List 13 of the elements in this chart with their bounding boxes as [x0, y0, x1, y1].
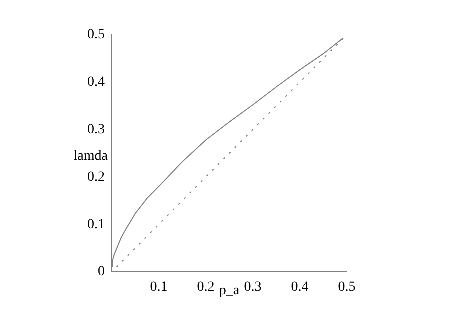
- y-axis-title: lamda: [74, 149, 109, 164]
- x-tick-label: 0.3: [244, 280, 262, 296]
- x-axis-title: p_a: [219, 284, 240, 299]
- y-tick-label: 0.5: [88, 28, 105, 43]
- y-tick-label: 0.4: [88, 75, 105, 90]
- y-tick-label: 0.2: [88, 170, 105, 185]
- x-tick-label: 0.1: [150, 280, 168, 296]
- y-tick-label: 0.1: [88, 217, 105, 232]
- y-tick-label: 0.3: [88, 122, 105, 138]
- x-tick-label: 0.4: [291, 280, 309, 296]
- x-tick-label: 0.5: [338, 280, 356, 296]
- x-tick-label: 0.2: [197, 280, 215, 296]
- y-tick-label: 0: [98, 264, 105, 280]
